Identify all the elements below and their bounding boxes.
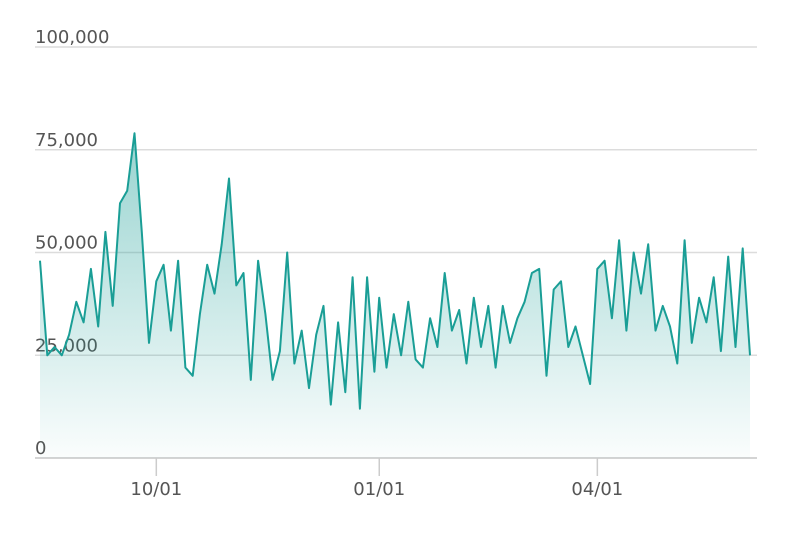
line	[39, 132, 751, 410]
y-tick-label: 50,000	[35, 233, 98, 254]
y-tick-label: 100,000	[35, 27, 109, 48]
x-tick-label: 10/01	[130, 479, 182, 500]
y-tick-label: 75,000	[35, 130, 98, 151]
x-tick-label: 04/01	[571, 479, 623, 500]
x-tick-label: 01/01	[353, 479, 405, 500]
area-fill	[40, 133, 750, 459]
